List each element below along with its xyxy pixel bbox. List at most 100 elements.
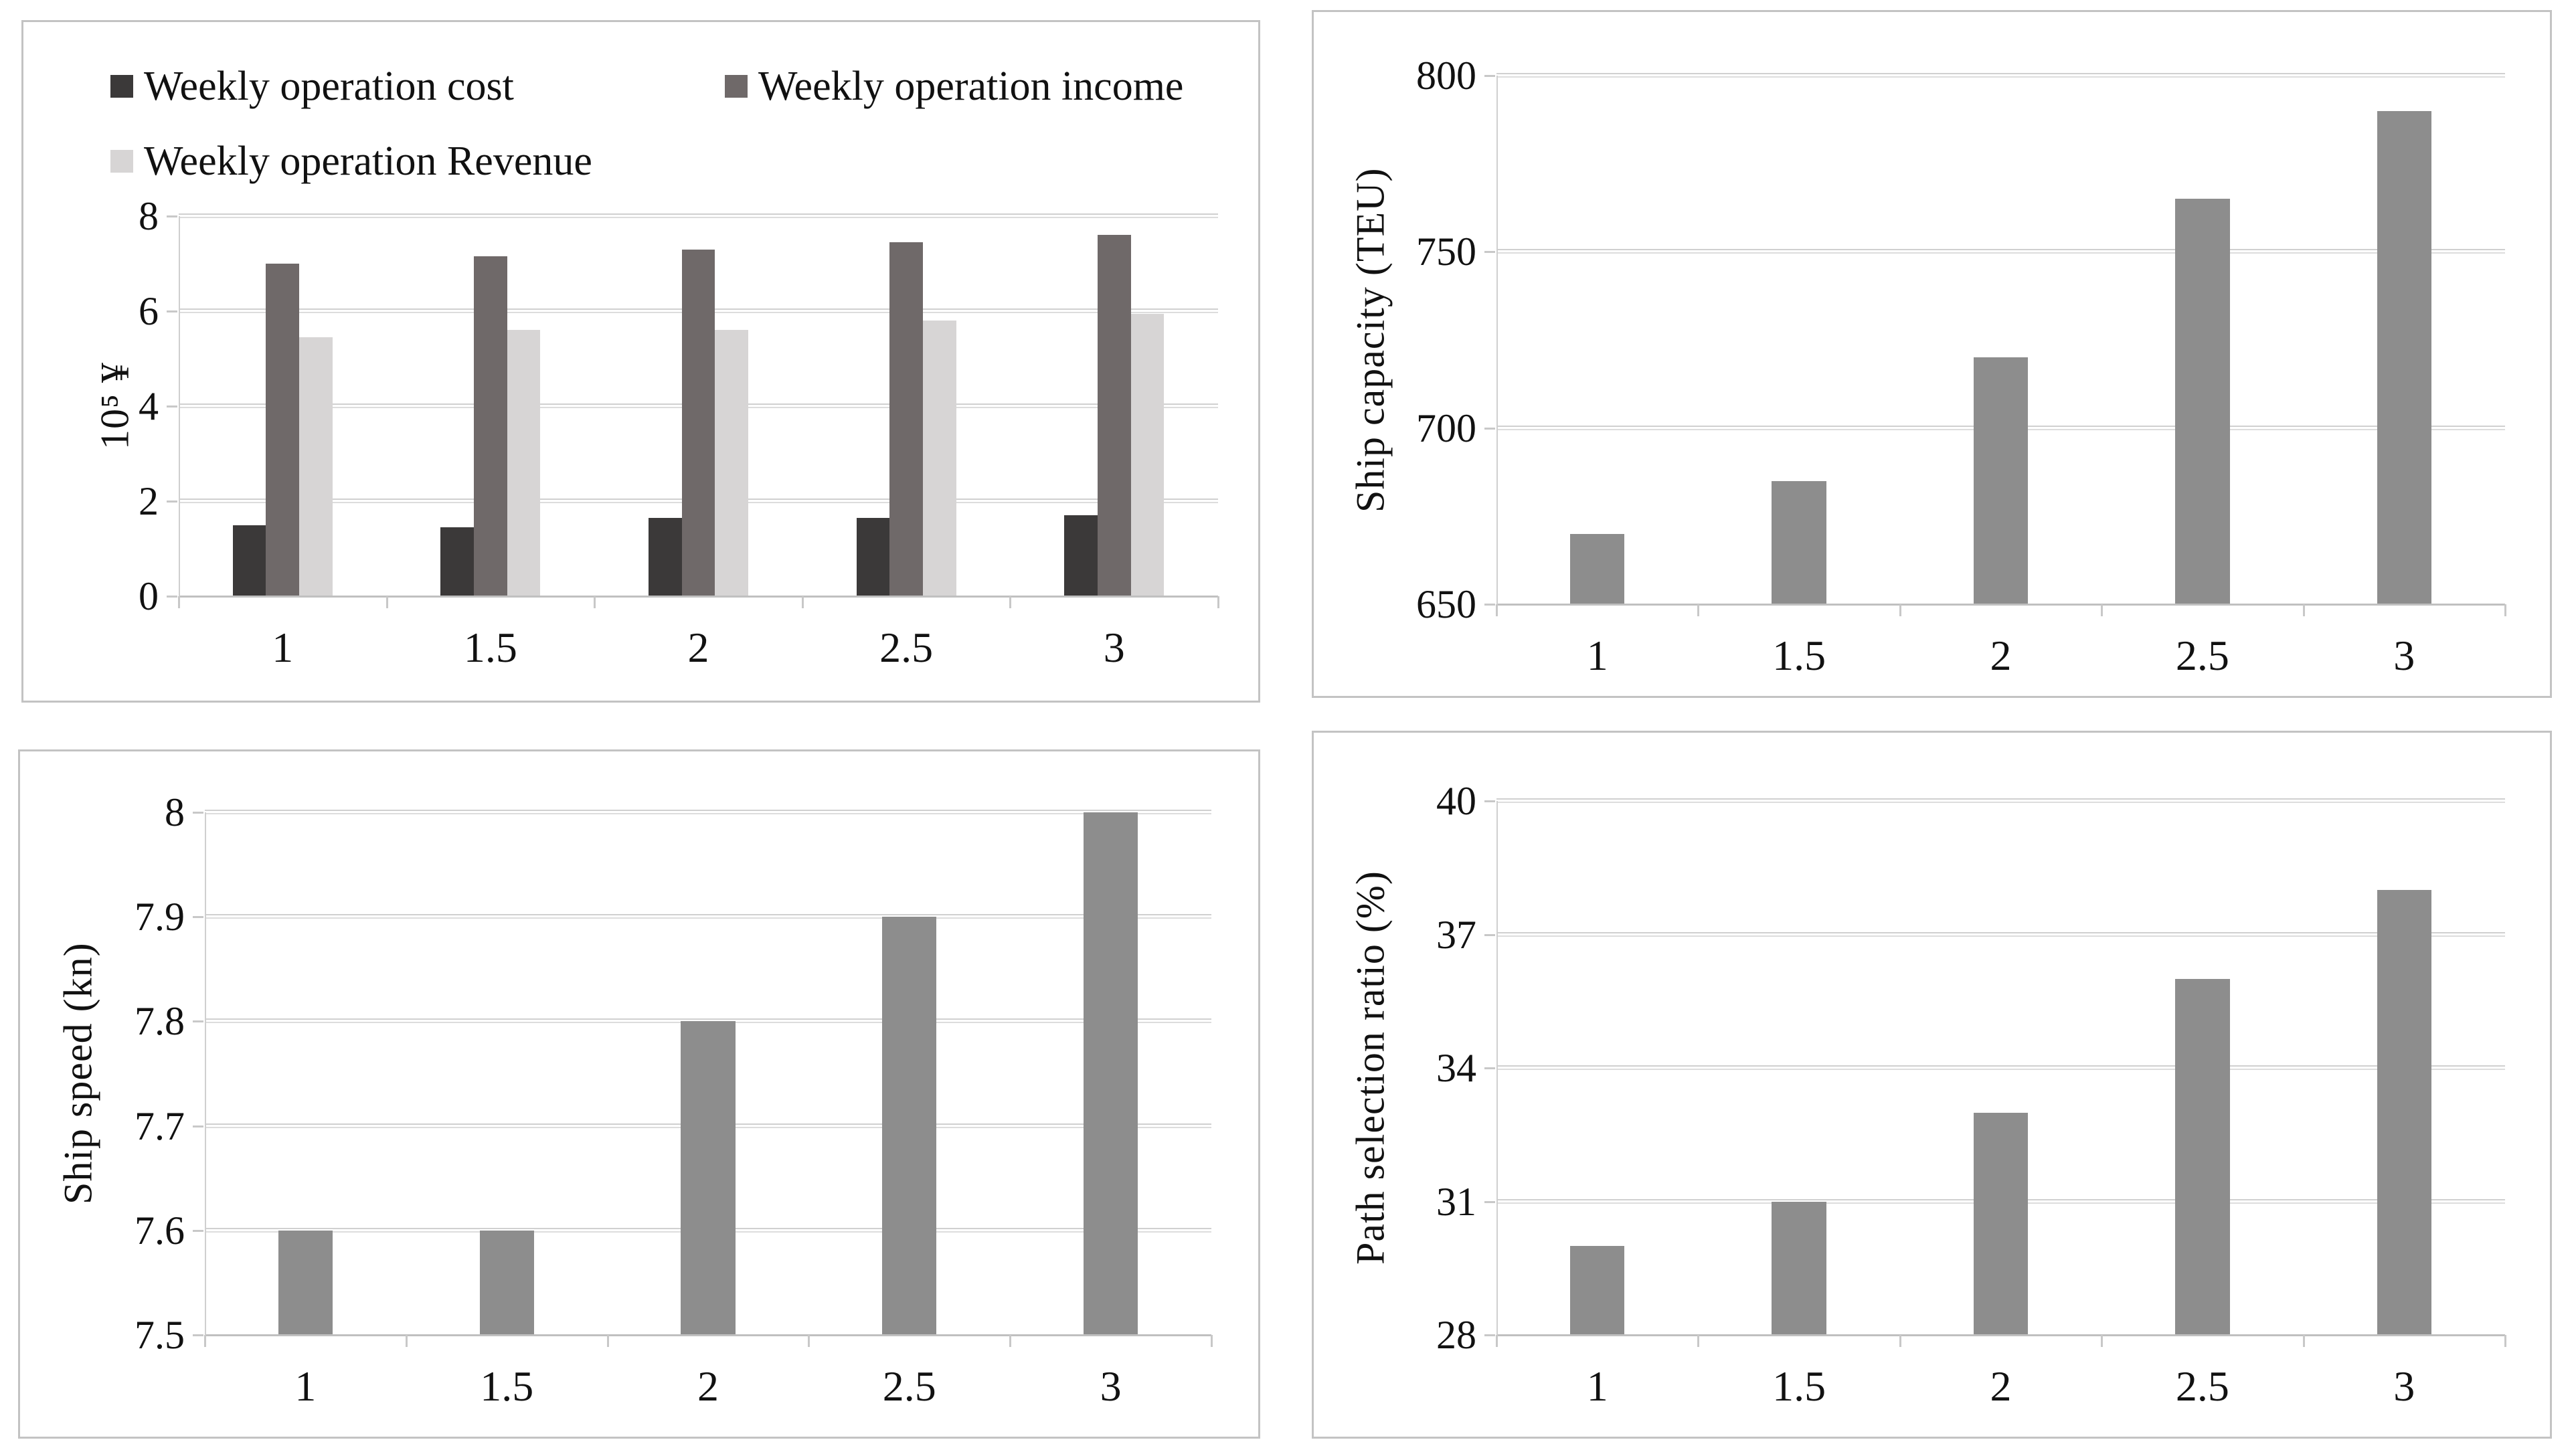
bar-chart-ship-capacity: Ship capacity (TEU) 650 700 750 800 1 1.5 2 2.5… bbox=[1314, 12, 2550, 696]
bar bbox=[1083, 812, 1138, 1335]
bar-weekly-operation-cost bbox=[856, 517, 890, 596]
legend-label: Weekly operation cost bbox=[144, 63, 514, 109]
bar-weekly-operation-income bbox=[889, 242, 923, 596]
y-tick-mark bbox=[1484, 800, 1495, 802]
x-tick-mark bbox=[1496, 1335, 1498, 1347]
x-tick-label: 3 bbox=[2393, 632, 2415, 679]
x-tick-label: 2 bbox=[1990, 1362, 2012, 1410]
bar bbox=[882, 917, 937, 1335]
legend-item: Weekly operation Revenue bbox=[110, 134, 592, 188]
bar bbox=[2175, 199, 2230, 604]
y-tick-mark bbox=[193, 1020, 203, 1023]
y-tick-mark bbox=[193, 812, 203, 814]
y-tick-mark bbox=[193, 1229, 203, 1232]
legend-swatch-income bbox=[725, 75, 748, 98]
x-tick-label: 2 bbox=[687, 624, 709, 671]
x-tick-mark bbox=[178, 596, 180, 608]
y-tick-mark bbox=[1484, 1334, 1495, 1336]
x-tick-label: 1 bbox=[1586, 1362, 1608, 1410]
legend-item: Weekly operation income bbox=[725, 60, 1183, 113]
bar-weekly-operation-revenue bbox=[922, 321, 956, 596]
x-tick-mark bbox=[1217, 596, 1219, 608]
y-tick-mark bbox=[167, 405, 177, 408]
bar-weekly-operation-income bbox=[1097, 235, 1131, 596]
legend-swatch-cost bbox=[110, 75, 133, 98]
y-axis-line bbox=[1496, 76, 1498, 616]
x-tick-mark bbox=[1009, 1335, 1012, 1347]
x-axis-line bbox=[1496, 604, 2505, 606]
y-tick-label: 4 bbox=[139, 384, 159, 428]
x-tick-label: 1.5 bbox=[1772, 632, 1826, 679]
y-tick-label: 0 bbox=[139, 574, 159, 618]
x-tick-label: 2.5 bbox=[2175, 1362, 2229, 1410]
x-tick-mark bbox=[808, 1335, 810, 1347]
chart-panel-ship-capacity: Ship capacity (TEU) 650 700 750 800 1 1.5 2 2.5… bbox=[1312, 10, 2552, 698]
legend-item: Weekly operation cost bbox=[110, 60, 514, 113]
x-tick-mark bbox=[1697, 1335, 1700, 1347]
bar-chart-ship-speed: Ship speed (kn) 7.5 7.6 7.7 7.8 7.9 8 1 1.5 2 2.5… bbox=[20, 751, 1258, 1437]
x-tick-mark bbox=[1496, 604, 1498, 616]
legend-label: Weekly operation income bbox=[758, 63, 1184, 109]
y-tick-label: 650 bbox=[1416, 582, 1476, 626]
y-tick-mark bbox=[1484, 75, 1495, 77]
y-tick-label: 800 bbox=[1416, 54, 1476, 98]
y-tick-label: 7.7 bbox=[135, 1103, 185, 1148]
y-tick-label: 40 bbox=[1436, 779, 1476, 823]
bar bbox=[278, 1230, 333, 1335]
x-tick-label: 1.5 bbox=[1772, 1362, 1826, 1410]
gridline bbox=[1496, 73, 2505, 78]
y-tick-label: 7.8 bbox=[135, 999, 185, 1044]
bar bbox=[2377, 110, 2431, 604]
bar-weekly-operation-revenue bbox=[715, 330, 749, 596]
gridline bbox=[1496, 1065, 2505, 1070]
y-tick-label: 28 bbox=[1436, 1313, 1476, 1357]
y-tick-label: 34 bbox=[1436, 1046, 1476, 1090]
bar-weekly-operation-revenue bbox=[507, 330, 541, 596]
bar-weekly-operation-income bbox=[474, 256, 507, 596]
bar-weekly-operation-income bbox=[266, 264, 300, 596]
x-tick-mark bbox=[1899, 604, 1901, 616]
y-tick-label: 7.5 bbox=[135, 1313, 185, 1357]
x-tick-label: 2 bbox=[697, 1362, 719, 1410]
x-tick-label: 2 bbox=[1990, 632, 2012, 679]
x-tick-mark bbox=[2101, 1335, 2103, 1347]
gridline bbox=[1496, 798, 2505, 803]
y-tick-mark bbox=[167, 215, 177, 217]
gridline bbox=[205, 914, 1211, 919]
bar-weekly-operation-cost bbox=[440, 527, 475, 596]
x-tick-mark bbox=[1697, 604, 1700, 616]
bar-weekly-operation-cost bbox=[648, 517, 682, 596]
x-tick-mark bbox=[606, 1335, 609, 1347]
y-tick-label: 31 bbox=[1436, 1179, 1476, 1224]
x-tick-label: 2.5 bbox=[879, 624, 934, 671]
bar bbox=[1570, 533, 1625, 604]
y-tick-label: 7.9 bbox=[135, 895, 185, 939]
bar bbox=[1772, 1201, 1826, 1335]
x-tick-label: 1 bbox=[294, 1362, 317, 1410]
y-tick-label: 37 bbox=[1436, 912, 1476, 957]
bar bbox=[2175, 979, 2230, 1335]
x-tick-label: 1.5 bbox=[463, 624, 517, 671]
y-tick-mark bbox=[1484, 251, 1495, 254]
x-tick-mark bbox=[2504, 1335, 2506, 1347]
x-tick-mark bbox=[2504, 604, 2506, 616]
bar bbox=[479, 1230, 534, 1335]
x-tick-label: 3 bbox=[1100, 1362, 1122, 1410]
bar-weekly-operation-revenue bbox=[299, 337, 333, 596]
x-tick-label: 3 bbox=[2393, 1362, 2415, 1410]
y-axis-line bbox=[179, 216, 180, 608]
y-tick-mark bbox=[1484, 1067, 1495, 1069]
y-tick-mark bbox=[1484, 604, 1495, 606]
y-axis-line bbox=[1496, 801, 1498, 1347]
y-tick-mark bbox=[1484, 1200, 1495, 1203]
chart-panel-weekly-operation: Weekly operation cost Weekly operation i… bbox=[21, 20, 1260, 703]
y-tick-mark bbox=[167, 501, 177, 503]
bar-chart-path-selection-ratio: Path selection ratio (%) 28 31 34 37 40 1 1.5 2… bbox=[1314, 733, 2550, 1437]
bar-weekly-operation-cost bbox=[1064, 515, 1098, 596]
y-tick-label: 750 bbox=[1416, 230, 1476, 274]
bar bbox=[1570, 1246, 1625, 1335]
x-axis-line bbox=[1496, 1334, 2505, 1336]
bar-weekly-operation-revenue bbox=[1130, 313, 1165, 596]
gridline bbox=[205, 810, 1211, 814]
x-tick-mark bbox=[2101, 604, 2103, 616]
